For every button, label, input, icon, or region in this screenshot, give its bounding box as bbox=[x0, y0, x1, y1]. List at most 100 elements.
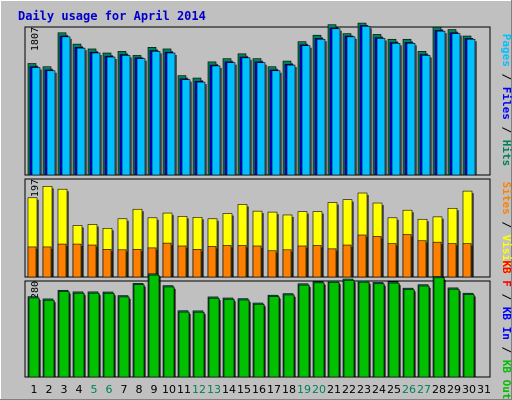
top-bar-pages-19 bbox=[301, 45, 311, 176]
bottom-bar-kb-in-14 bbox=[223, 299, 235, 378]
day-label-28: 28 bbox=[432, 383, 446, 396]
middle-bar-sites-16 bbox=[252, 245, 262, 278]
day-label-16: 16 bbox=[252, 383, 266, 396]
day-label-21: 21 bbox=[327, 383, 341, 396]
top-bar-pages-12 bbox=[196, 81, 206, 176]
middle-bar-sites-11 bbox=[177, 245, 187, 278]
top-bar-pages-1 bbox=[31, 67, 41, 176]
top-bar-pages-17 bbox=[271, 70, 281, 176]
top-panel-legend: Pages / Files / Hits bbox=[500, 34, 512, 167]
top-bar-pages-4 bbox=[76, 47, 86, 176]
middle-bar-sites-3 bbox=[57, 243, 67, 278]
top-bar-pages-21 bbox=[331, 28, 341, 176]
middle-bar-sites-26 bbox=[402, 234, 412, 278]
day-label-17: 17 bbox=[267, 383, 281, 396]
middle-bar-sites-22 bbox=[342, 244, 352, 278]
middle-bar-sites-2 bbox=[42, 246, 52, 278]
top-bar-pages-6 bbox=[106, 56, 116, 176]
day-label-14: 14 bbox=[222, 383, 236, 396]
bottom-bar-kb-in-13 bbox=[208, 297, 220, 378]
top-panel-legend-part-3: / bbox=[500, 120, 512, 140]
day-label-30: 30 bbox=[462, 383, 476, 396]
bottom-bar-kb-in-12 bbox=[193, 311, 205, 378]
day-label-31: 31 bbox=[477, 383, 491, 396]
middle-bar-sites-20 bbox=[312, 245, 322, 278]
middle-panel-legend-part-2: Visits bbox=[500, 235, 512, 275]
top-bar-pages-3 bbox=[61, 36, 71, 176]
middle-bar-sites-10 bbox=[162, 242, 172, 278]
bottom-panel-legend-part-0: KB F bbox=[500, 260, 512, 287]
bottom-bar-kb-in-15 bbox=[238, 299, 250, 378]
day-label-11: 11 bbox=[177, 383, 191, 396]
bottom-bar-kb-in-26 bbox=[403, 289, 415, 378]
top-bar-pages-13 bbox=[211, 65, 221, 176]
middle-panel-ymax-label: 197 bbox=[30, 179, 41, 197]
middle-bar-sites-9 bbox=[147, 247, 157, 278]
middle-bar-sites-27 bbox=[417, 240, 427, 278]
bottom-bar-kb-in-24 bbox=[373, 283, 385, 378]
top-bar-pages-22 bbox=[346, 36, 356, 176]
bottom-bar-kb-in-17 bbox=[268, 296, 280, 378]
middle-bar-sites-23 bbox=[357, 234, 367, 278]
bottom-bar-kb-in-20 bbox=[313, 282, 325, 378]
day-label-7: 7 bbox=[121, 383, 128, 396]
bottom-bar-kb-in-7 bbox=[118, 296, 130, 378]
bottom-bar-kb-in-27 bbox=[418, 285, 430, 378]
middle-bar-sites-19 bbox=[297, 245, 307, 278]
top-panel-ymax-label: 1807 bbox=[30, 27, 41, 51]
bottom-bar-kb-in-16 bbox=[253, 304, 265, 378]
middle-bar-sites-21 bbox=[327, 248, 337, 278]
top-panel-legend-part-2: Files bbox=[500, 87, 512, 120]
bottom-bar-kb-in-22 bbox=[343, 280, 355, 378]
bottom-bar-kb-in-4 bbox=[73, 292, 85, 378]
middle-panel-legend-part-0: Sites bbox=[500, 182, 512, 215]
day-label-5: 5 bbox=[91, 383, 98, 396]
day-label-4: 4 bbox=[76, 383, 83, 396]
bottom-bar-kb-in-2 bbox=[43, 299, 55, 378]
bottom-bar-kb-in-11 bbox=[178, 311, 190, 378]
day-label-6: 6 bbox=[106, 383, 113, 396]
bottom-bar-kb-in-18 bbox=[283, 294, 295, 378]
day-label-13: 13 bbox=[207, 383, 221, 396]
day-axis: 1 2 3 4 5 6 7 8 9 10 11 12 13 14 15 16 17 18 19 20 21 22 23 24 2… bbox=[31, 383, 492, 396]
middle-bar-sites-29 bbox=[447, 243, 457, 278]
middle-bar-sites-25 bbox=[387, 243, 397, 278]
day-label-26: 26 bbox=[402, 383, 416, 396]
day-label-29: 29 bbox=[447, 383, 461, 396]
top-bar-pages-29 bbox=[451, 33, 461, 176]
bottom-bar-kb-in-10 bbox=[163, 286, 175, 378]
day-label-24: 24 bbox=[372, 383, 386, 396]
bottom-bar-kb-in-21 bbox=[328, 282, 340, 378]
day-label-8: 8 bbox=[136, 383, 143, 396]
top-panel-legend-part-0: Pages bbox=[500, 34, 512, 67]
middle-bar-sites-17 bbox=[267, 250, 277, 278]
top-bar-pages-5 bbox=[91, 52, 101, 176]
day-label-23: 23 bbox=[357, 383, 371, 396]
middle-bar-sites-1 bbox=[27, 246, 37, 278]
top-bar-pages-16 bbox=[256, 62, 266, 176]
bottom-bar-kb-in-5 bbox=[88, 292, 100, 378]
day-label-15: 15 bbox=[237, 383, 251, 396]
middle-bar-sites-15 bbox=[237, 245, 247, 278]
top-bar-pages-25 bbox=[391, 43, 401, 176]
middle-panel-legend-part-1: / bbox=[500, 215, 512, 235]
day-label-19: 19 bbox=[297, 383, 311, 396]
bottom-panel-legend: KB F / KB In / KB Out bbox=[500, 260, 512, 399]
day-label-2: 2 bbox=[46, 383, 53, 396]
bottom-bar-kb-in-1 bbox=[28, 297, 40, 378]
bottom-bar-kb-in-28 bbox=[433, 277, 445, 378]
chart-title: Daily usage for April 2014 bbox=[18, 9, 206, 23]
bottom-panel-legend-part-2: KB In bbox=[500, 307, 512, 340]
bottom-bar-kb-in-9 bbox=[148, 274, 160, 378]
middle-bar-sites-24 bbox=[372, 236, 382, 278]
bottom-panel-legend-part-3: / bbox=[500, 340, 512, 360]
middle-bar-sites-14 bbox=[222, 245, 232, 278]
top-panel-legend-part-4: Hits bbox=[500, 140, 512, 167]
top-bar-pages-28 bbox=[436, 30, 446, 176]
bottom-bar-kb-in-25 bbox=[388, 282, 400, 378]
bottom-bar-kb-in-3 bbox=[58, 291, 70, 378]
middle-bar-sites-28 bbox=[432, 241, 442, 278]
middle-panel-legend: Sites / Visits bbox=[500, 182, 512, 275]
